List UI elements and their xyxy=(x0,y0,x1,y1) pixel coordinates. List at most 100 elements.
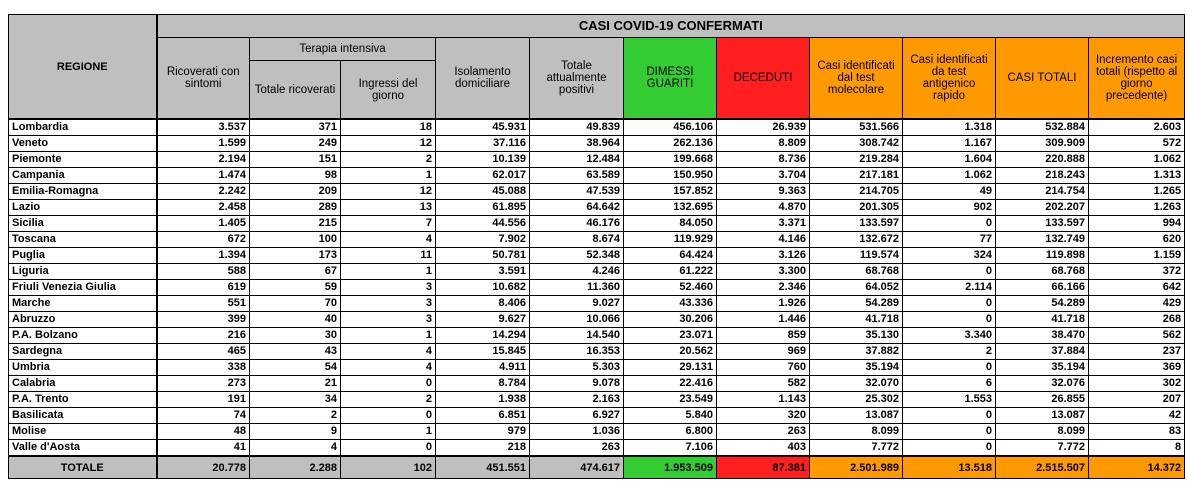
value-cell: 1 xyxy=(340,327,436,344)
value-cell: 35.194 xyxy=(995,359,1089,376)
value-cell: 68.768 xyxy=(995,263,1089,280)
value-cell: 760 xyxy=(716,359,810,376)
value-cell: 35.130 xyxy=(809,327,903,344)
region-name-cell: Campania xyxy=(8,167,158,184)
value-cell: 582 xyxy=(716,375,810,392)
value-cell: 37.882 xyxy=(809,343,903,360)
value-cell: 45.931 xyxy=(435,118,530,136)
value-cell: 562 xyxy=(1087,327,1186,344)
value-cell: 1.036 xyxy=(529,423,624,440)
table-row: Basilicata 74 2 0 6.851 6.927 5.840 320 13.087 0 1… xyxy=(8,407,1186,424)
value-cell: 289 xyxy=(249,199,341,216)
region-name-cell: Abruzzo xyxy=(8,311,158,328)
region-name-cell: Veneto xyxy=(8,135,158,152)
value-cell: 2.242 xyxy=(156,183,250,200)
value-cell: 7.106 xyxy=(623,439,717,457)
value-cell: 44.556 xyxy=(435,215,530,232)
value-cell: 119.929 xyxy=(623,231,717,248)
value-cell: 0 xyxy=(902,263,996,280)
total-value-cell: 1.953.509 xyxy=(623,455,717,479)
table-row: Campania 1.474 98 1 62.017 63.589 150.950 3.704… xyxy=(8,167,1186,184)
value-cell: 0 xyxy=(340,407,436,424)
value-cell: 1 xyxy=(340,263,436,280)
table-row: Abruzzo 399 40 3 9.627 10.066 30.206 1.446 41.71… xyxy=(8,311,1186,328)
value-cell: 2 xyxy=(340,151,436,168)
value-cell: 532.884 xyxy=(995,118,1089,136)
value-cell: 969 xyxy=(716,343,810,360)
value-cell: 202.207 xyxy=(995,199,1089,216)
value-cell: 9 xyxy=(249,423,341,440)
value-cell: 42 xyxy=(1087,407,1186,424)
region-name-cell: Valle d'Aosta xyxy=(8,439,158,457)
value-cell: 0 xyxy=(902,295,996,312)
value-cell: 2 xyxy=(249,407,341,424)
value-cell: 47.539 xyxy=(529,183,624,200)
total-value-cell: 2.515.507 xyxy=(995,455,1089,479)
value-cell: 2.458 xyxy=(156,199,250,216)
value-cell: 308.742 xyxy=(809,135,903,152)
value-cell: 157.852 xyxy=(623,183,717,200)
value-cell: 9.078 xyxy=(529,375,624,392)
value-cell: 34 xyxy=(249,391,341,408)
value-cell: 12 xyxy=(340,183,436,200)
value-cell: 16.353 xyxy=(529,343,624,360)
table-row: Calabria 273 21 0 8.784 9.078 22.416 582 32.070 6… xyxy=(8,375,1186,392)
value-cell: 218.243 xyxy=(995,167,1089,184)
value-cell: 429 xyxy=(1087,295,1186,312)
value-cell: 173 xyxy=(249,247,341,264)
value-cell: 465 xyxy=(156,343,250,360)
value-cell: 1.394 xyxy=(156,247,250,264)
value-cell: 8 xyxy=(1087,439,1186,457)
value-cell: 215 xyxy=(249,215,341,232)
value-cell: 38.964 xyxy=(529,135,624,152)
value-cell: 23.549 xyxy=(623,391,717,408)
value-cell: 0 xyxy=(902,423,996,440)
value-cell: 199.668 xyxy=(623,151,717,168)
totals-row: TOTALE 20.778 2.288 102 451.551 474.617 1.953… xyxy=(8,455,1186,479)
value-cell: 8.784 xyxy=(435,375,530,392)
table-title: CASI COVID-19 CONFERMATI xyxy=(155,14,1186,38)
covid-data-sheet: REGIONE CASI COVID-19 CONFERMATI Ricover… xyxy=(8,14,1186,494)
value-cell: 32.076 xyxy=(995,375,1089,392)
value-cell: 64.642 xyxy=(529,199,624,216)
terapia-intensiva-header: Terapia intensiva xyxy=(249,37,436,61)
region-header: REGIONE xyxy=(8,14,158,120)
value-cell: 3 xyxy=(340,295,436,312)
value-cell: 13 xyxy=(340,199,436,216)
value-cell: 209 xyxy=(249,183,341,200)
region-name-cell: Sicilia xyxy=(8,215,158,232)
value-cell: 672 xyxy=(156,231,250,248)
value-cell: 3.126 xyxy=(716,247,810,264)
value-cell: 263 xyxy=(716,423,810,440)
value-cell: 30 xyxy=(249,327,341,344)
value-cell: 32.070 xyxy=(809,375,903,392)
value-cell: 8.099 xyxy=(995,423,1089,440)
value-cell: 132.672 xyxy=(809,231,903,248)
region-name-cell: Calabria xyxy=(8,375,158,392)
region-name-cell: Umbria xyxy=(8,359,158,376)
casi-totali-header: CASI TOTALI xyxy=(995,37,1089,120)
test-molecolare-header: Casi identificati dal test molecolare xyxy=(809,37,903,120)
value-cell: 74 xyxy=(156,407,250,424)
value-cell: 10.066 xyxy=(529,311,624,328)
value-cell: 21 xyxy=(249,375,341,392)
value-cell: 399 xyxy=(156,311,250,328)
value-cell: 6.800 xyxy=(623,423,717,440)
total-value-cell: 474.617 xyxy=(529,455,624,479)
value-cell: 12 xyxy=(340,135,436,152)
ingressi-header: Ingressi del giorno xyxy=(340,60,436,120)
total-value-cell: 14.372 xyxy=(1087,455,1186,479)
covid-cases-table: REGIONE CASI COVID-19 CONFERMATI Ricover… xyxy=(8,14,1186,479)
table-row: Sicilia 1.405 215 7 44.556 46.176 84.050 3.371 1… xyxy=(8,215,1186,232)
value-cell: 219.284 xyxy=(809,151,903,168)
value-cell: 62.017 xyxy=(435,167,530,184)
value-cell: 588 xyxy=(156,263,250,280)
value-cell: 1.474 xyxy=(156,167,250,184)
value-cell: 2 xyxy=(902,343,996,360)
value-cell: 2.346 xyxy=(716,279,810,296)
value-cell: 12.484 xyxy=(529,151,624,168)
value-cell: 61.895 xyxy=(435,199,530,216)
value-cell: 214.754 xyxy=(995,183,1089,200)
value-cell: 0 xyxy=(902,359,996,376)
value-cell: 84.050 xyxy=(623,215,717,232)
